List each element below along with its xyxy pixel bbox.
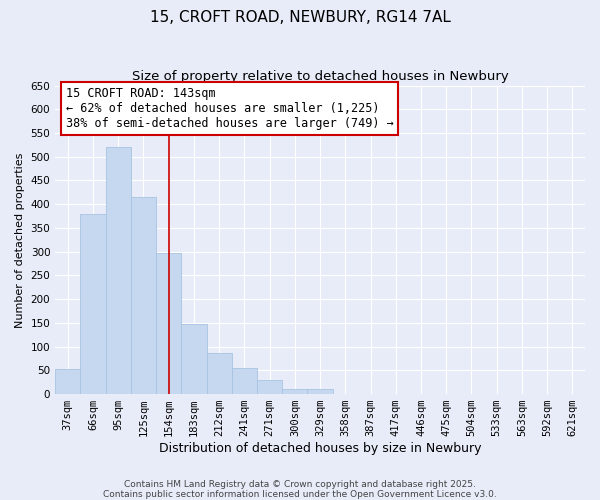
Text: Contains HM Land Registry data © Crown copyright and database right 2025.
Contai: Contains HM Land Registry data © Crown c…	[103, 480, 497, 499]
Bar	[131, 197, 156, 394]
Bar	[232, 368, 257, 394]
Bar	[307, 390, 332, 394]
X-axis label: Distribution of detached houses by size in Newbury: Distribution of detached houses by size …	[159, 442, 481, 455]
Bar	[181, 324, 206, 394]
Bar	[80, 214, 106, 394]
Bar	[257, 380, 282, 394]
Bar	[156, 252, 181, 394]
Title: Size of property relative to detached houses in Newbury: Size of property relative to detached ho…	[132, 70, 508, 83]
Text: 15, CROFT ROAD, NEWBURY, RG14 7AL: 15, CROFT ROAD, NEWBURY, RG14 7AL	[149, 10, 451, 25]
Bar	[206, 353, 232, 394]
Text: 15 CROFT ROAD: 143sqm
← 62% of detached houses are smaller (1,225)
38% of semi-d: 15 CROFT ROAD: 143sqm ← 62% of detached …	[66, 87, 394, 130]
Bar	[55, 370, 80, 394]
Bar	[282, 390, 307, 394]
Bar	[106, 148, 131, 394]
Y-axis label: Number of detached properties: Number of detached properties	[15, 152, 25, 328]
